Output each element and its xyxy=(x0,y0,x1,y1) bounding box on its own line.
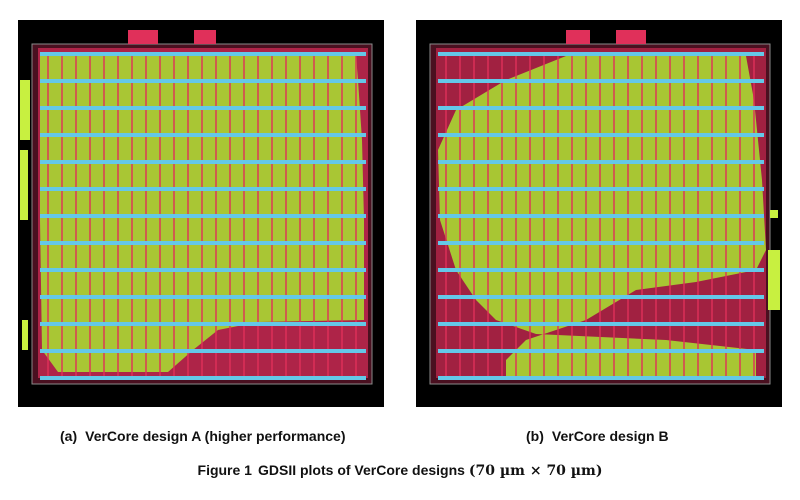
layout-image-a xyxy=(18,20,384,407)
subcaption-a: (a) VerCore design A (higher performance) xyxy=(60,428,345,444)
figure-caption: Figure 1 GDSII plots of VerCore designs (7… xyxy=(0,462,800,479)
subcaption-label: (a) xyxy=(60,428,78,444)
figure-caption-text: GDSII plots of VerCore designs xyxy=(257,462,465,478)
subcaption-b: (b) VerCore design B xyxy=(526,428,669,444)
figure-number: Figure 1 xyxy=(197,462,252,478)
subcaption-text: VerCore design B xyxy=(551,428,669,444)
gdsii-plot-design-b xyxy=(416,20,782,407)
subcaption-text: VerCore design A (higher performance) xyxy=(85,428,346,444)
figure-dimensions: (70 µm × 70 µm) xyxy=(468,463,603,479)
subcaption-label: (b) xyxy=(526,428,544,444)
gdsii-plot-design-a xyxy=(18,20,384,407)
layout-image-b xyxy=(416,20,782,407)
